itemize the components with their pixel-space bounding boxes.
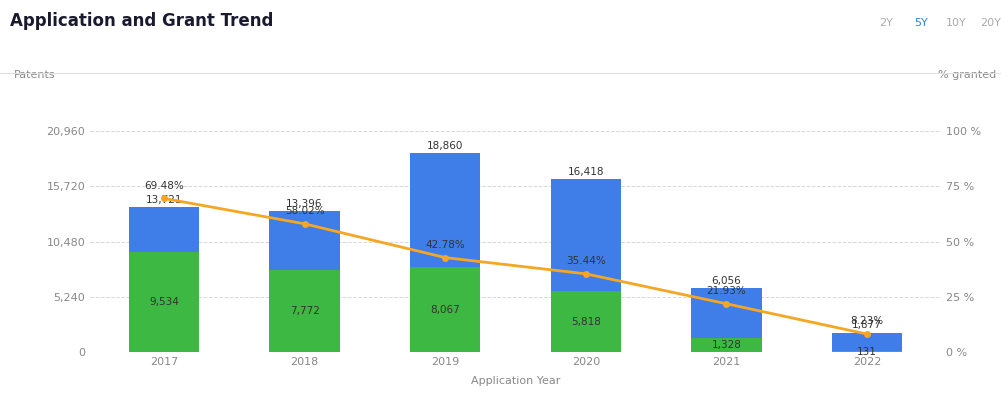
Text: 1,877: 1,877: [852, 320, 882, 330]
Bar: [269, 270, 339, 352]
Text: 13,396: 13,396: [286, 199, 322, 209]
Bar: [129, 252, 199, 352]
Text: 9,534: 9,534: [149, 297, 179, 307]
Text: 16,418: 16,418: [568, 167, 604, 177]
X-axis label: Application Year: Application Year: [470, 375, 561, 386]
Bar: [692, 338, 762, 352]
Text: % granted: % granted: [938, 70, 996, 81]
Text: 69.48%: 69.48%: [144, 181, 184, 191]
Text: 21.93%: 21.93%: [707, 286, 747, 296]
Text: 6,056: 6,056: [712, 276, 742, 286]
Text: 131: 131: [857, 347, 877, 357]
Text: Application and Grant Trend: Application and Grant Trend: [10, 12, 273, 30]
Text: 1,328: 1,328: [712, 340, 742, 350]
Bar: [551, 291, 621, 352]
Bar: [832, 351, 902, 352]
Text: 8,067: 8,067: [430, 305, 460, 315]
Text: 2Y: 2Y: [879, 18, 893, 28]
Text: 35.44%: 35.44%: [566, 256, 606, 266]
Bar: [551, 179, 621, 352]
Text: 8.23%: 8.23%: [851, 316, 884, 326]
Text: 5Y: 5Y: [914, 18, 928, 28]
Bar: [129, 207, 199, 352]
Text: 18,860: 18,860: [427, 141, 463, 151]
Bar: [832, 333, 902, 352]
Bar: [692, 288, 762, 352]
Text: 58.02%: 58.02%: [284, 206, 324, 216]
Text: 7,772: 7,772: [289, 306, 319, 316]
Text: 42.78%: 42.78%: [425, 240, 465, 250]
Bar: [410, 153, 480, 352]
Bar: [410, 267, 480, 352]
Text: 20Y: 20Y: [981, 18, 1001, 28]
Text: 13,721: 13,721: [146, 195, 182, 205]
Text: Patents: Patents: [14, 70, 55, 81]
Text: 10Y: 10Y: [946, 18, 966, 28]
Bar: [269, 211, 339, 352]
Text: 5,818: 5,818: [571, 317, 601, 326]
